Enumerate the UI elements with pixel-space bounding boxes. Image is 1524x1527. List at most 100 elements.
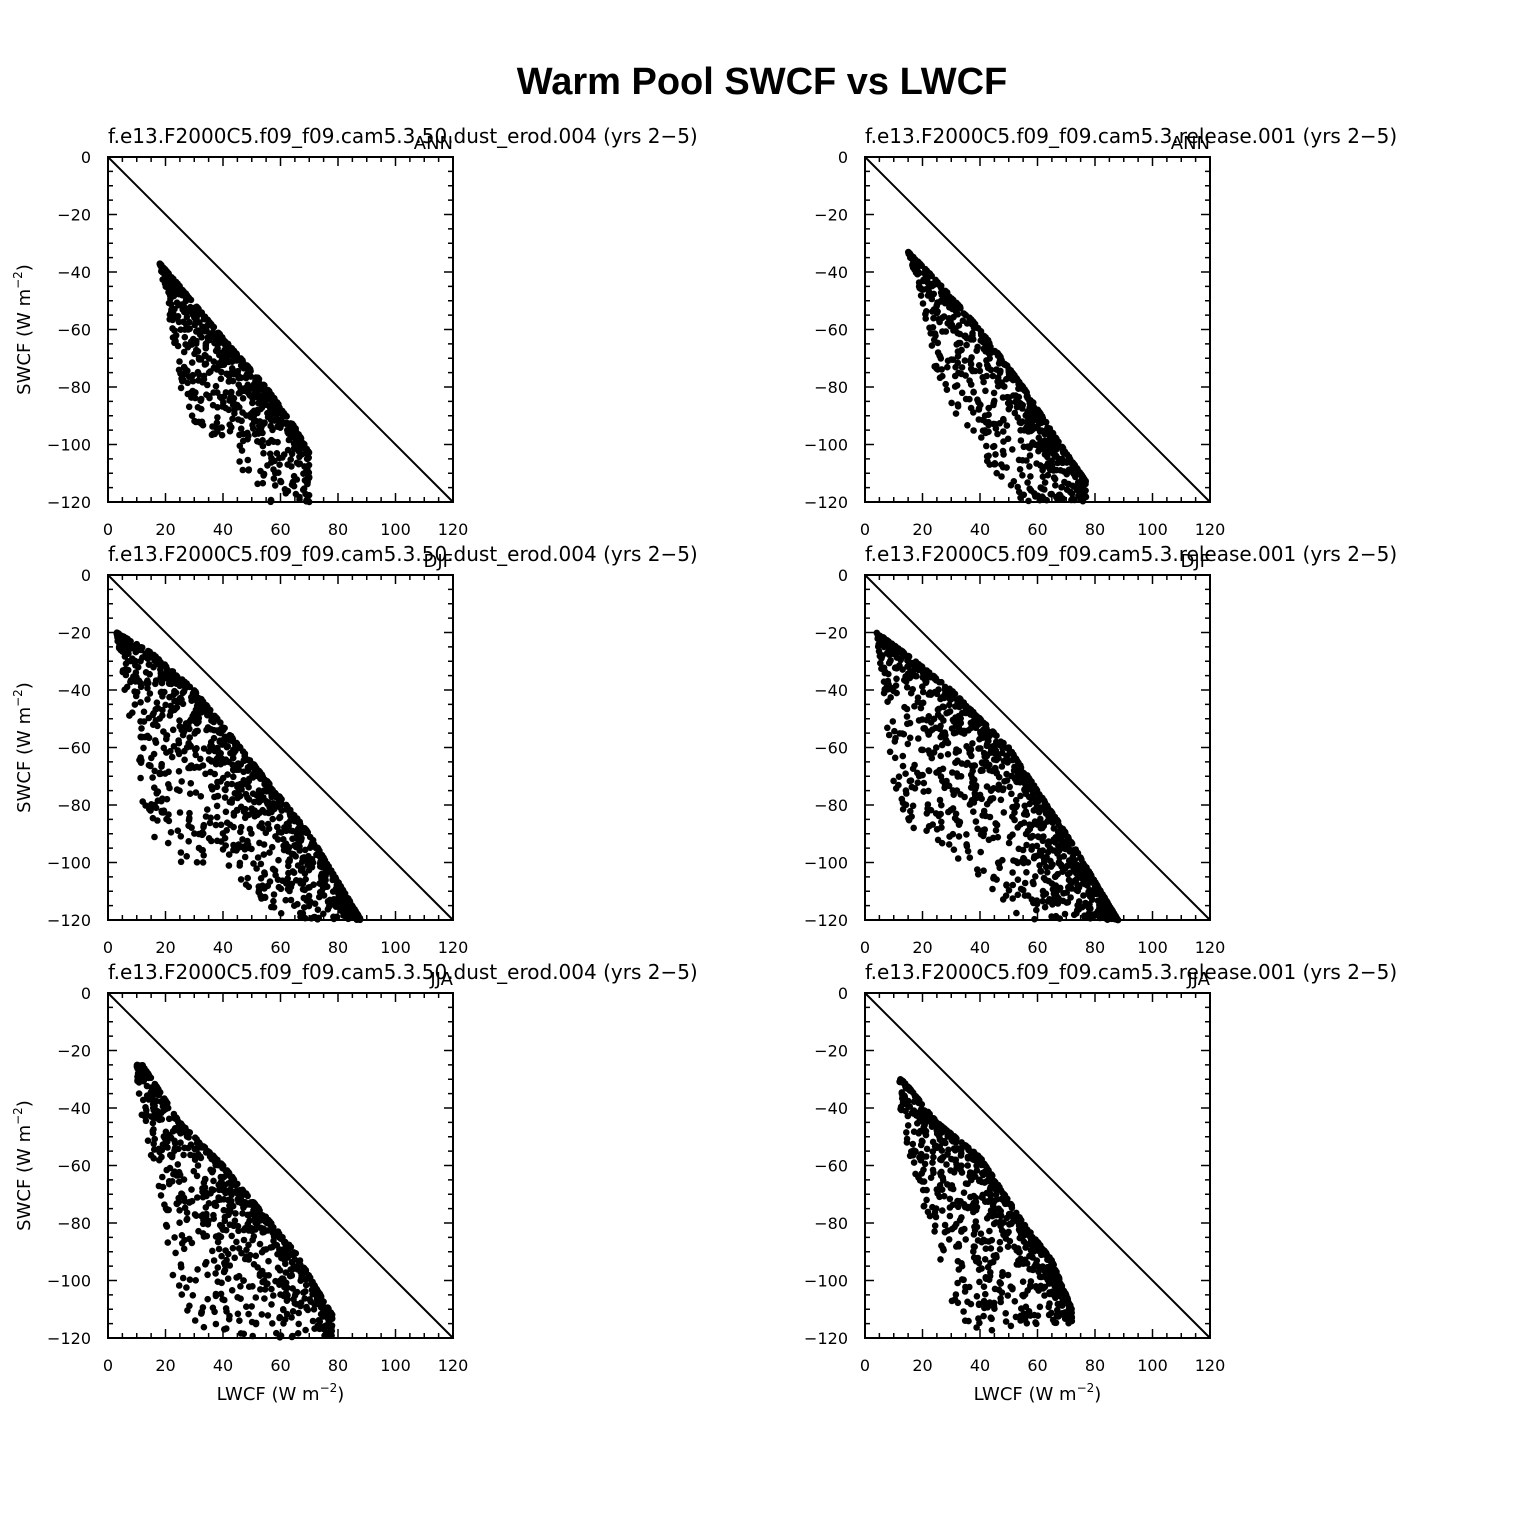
- y-tick-label: −100: [47, 436, 91, 455]
- scatter-point: [218, 424, 225, 431]
- scatter-point: [981, 826, 988, 833]
- scatter-point: [1033, 906, 1040, 914]
- scatter-point: [308, 1286, 316, 1294]
- scatter-point: [1036, 496, 1044, 504]
- scatter-point: [954, 773, 962, 780]
- scatter-point: [254, 1264, 261, 1271]
- scatter-point: [129, 709, 136, 716]
- scatter-point: [986, 761, 993, 769]
- scatter-point: [219, 1226, 227, 1233]
- scatter-point: [1020, 854, 1027, 862]
- scatter-point: [198, 696, 205, 703]
- scatter-point: [1063, 889, 1070, 896]
- scatter-point: [1011, 809, 1018, 816]
- scatter-point: [1077, 486, 1085, 493]
- scatter-point: [194, 1194, 201, 1201]
- scatter-point: [935, 316, 942, 323]
- scatter-point: [255, 888, 262, 896]
- scatter-point: [978, 434, 985, 441]
- scatter-point: [200, 1323, 208, 1331]
- scatter-point: [294, 900, 301, 908]
- scatter-point: [268, 791, 275, 798]
- scatter-point: [917, 704, 925, 712]
- scatter-point: [340, 912, 347, 919]
- scatter-point: [188, 412, 196, 420]
- scatter-point: [183, 313, 191, 321]
- scatter-point: [243, 1303, 250, 1310]
- scatter-point: [981, 427, 989, 434]
- scatter-point: [267, 496, 275, 504]
- scatter-point: [956, 330, 964, 338]
- scatter-point: [1025, 497, 1032, 505]
- x-tick-label: 40: [213, 1356, 233, 1375]
- scatter-point: [254, 797, 262, 805]
- scatter-point: [1044, 898, 1052, 905]
- scatter-point: [208, 321, 215, 328]
- scatter-point: [290, 482, 298, 490]
- scatter-point: [912, 672, 919, 680]
- y-tick-label: −80: [57, 1214, 91, 1233]
- scatter-point: [987, 786, 995, 793]
- x-tick-label: 120: [1195, 938, 1226, 957]
- scatter-point: [217, 760, 224, 768]
- scatter-point: [154, 788, 162, 795]
- x-tick-label: 20: [155, 938, 175, 957]
- scatter-point: [985, 339, 992, 346]
- scatter-point: [233, 401, 241, 409]
- scatter-point: [223, 819, 231, 826]
- scatter-point: [146, 805, 153, 813]
- scatter-point: [974, 871, 982, 878]
- scatter-point: [984, 363, 992, 371]
- scatter-point: [207, 757, 215, 764]
- scatter-point: [915, 717, 923, 724]
- scatter-point: [194, 368, 202, 376]
- scatter-point: [180, 688, 188, 695]
- scatter-point: [213, 802, 221, 810]
- scatter-point: [146, 690, 154, 697]
- scatter-point: [187, 1141, 195, 1148]
- scatter-point: [979, 734, 986, 742]
- scatter-point: [135, 1079, 143, 1086]
- scatter-point: [930, 291, 937, 298]
- scatter-point: [989, 372, 997, 380]
- scatter-point: [1041, 437, 1048, 445]
- scatter-point: [939, 328, 946, 335]
- scatter-point: [886, 748, 894, 756]
- scatter-point: [257, 425, 265, 432]
- scatter-point: [287, 456, 295, 463]
- scatter-point: [1017, 792, 1024, 800]
- x-tick-label: 0: [860, 938, 870, 957]
- scatter-point: [963, 341, 970, 349]
- scatter-point: [156, 769, 164, 777]
- scatter-point: [229, 1244, 237, 1252]
- scatter-point: [998, 763, 1006, 770]
- scatter-point: [228, 365, 236, 372]
- scatter-point: [171, 1137, 178, 1145]
- scatter-point: [966, 708, 973, 716]
- scatter-point: [260, 1246, 268, 1254]
- scatter-point: [168, 306, 175, 313]
- scatter-point: [980, 867, 987, 874]
- scatter-point: [1040, 797, 1048, 804]
- scatter-point: [302, 1326, 309, 1334]
- scatter-point: [217, 375, 225, 383]
- scatter-point: [926, 689, 934, 696]
- scatter-point: [228, 1232, 235, 1240]
- scatter-point: [246, 366, 254, 373]
- scatter-point: [147, 1151, 155, 1159]
- scatter-point: [1070, 911, 1078, 919]
- scatter-point: [182, 341, 189, 348]
- scatter-point: [205, 392, 213, 400]
- scatter-point: [897, 647, 905, 654]
- scatter-point: [1087, 888, 1094, 895]
- scatter-point: [183, 853, 190, 860]
- scatter-point: [328, 1332, 335, 1339]
- scatter-point: [194, 404, 202, 411]
- scatter-point: [252, 1214, 259, 1221]
- scatter-point: [177, 849, 185, 856]
- scatter-point: [159, 1183, 167, 1191]
- scatter-point: [1027, 834, 1035, 841]
- scatter-point: [255, 767, 263, 775]
- scatter-point: [1003, 744, 1011, 752]
